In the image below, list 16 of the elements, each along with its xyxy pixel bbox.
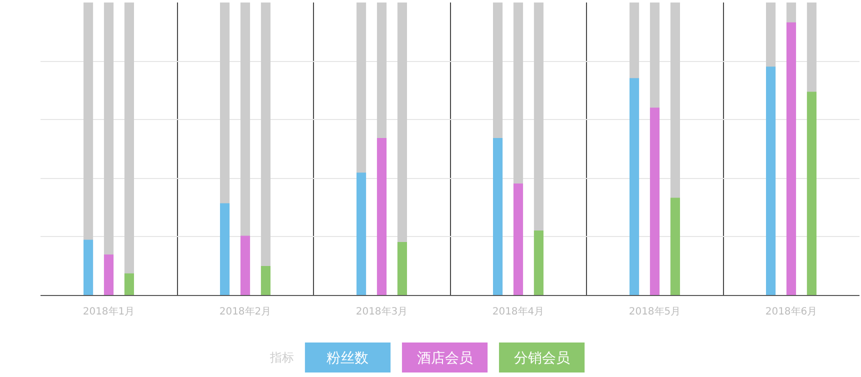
bar [124, 273, 134, 296]
bar [397, 242, 408, 296]
bar [240, 236, 250, 296]
bar [534, 230, 544, 296]
x-tick-label: 2018年3月 [356, 306, 408, 318]
x-tick-label: 2018年2月 [219, 306, 272, 318]
text: 粉丝数 [326, 350, 369, 366]
bar [260, 266, 271, 296]
text: 分销会员 [514, 350, 570, 366]
x-tick-label: 2018年6月 [765, 306, 818, 318]
x-tick-label: 2018年4月 [492, 306, 544, 318]
bar [104, 254, 114, 296]
x-tick-label: 2018年1月 [82, 306, 135, 318]
text: 酒店会员 [416, 350, 473, 366]
bar [83, 240, 94, 296]
x-tick-label: 2018年5月 [628, 306, 681, 318]
